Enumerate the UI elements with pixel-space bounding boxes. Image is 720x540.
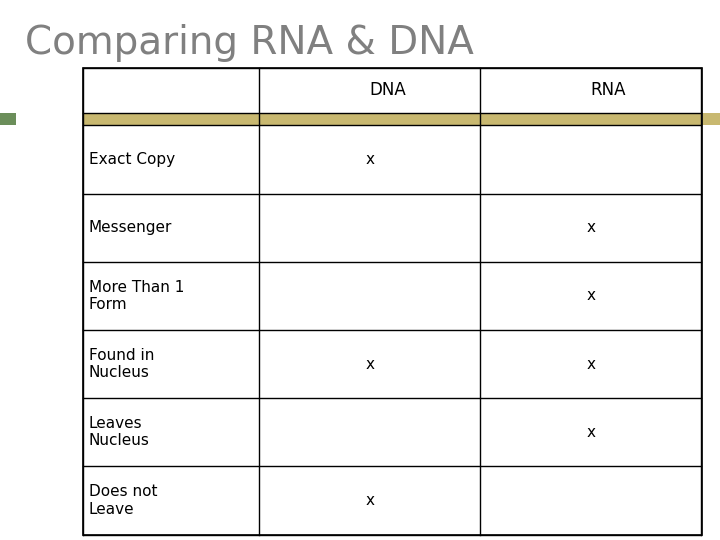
Bar [83,193,702,262]
Text: x: x [365,356,374,372]
Text: Leaves
Nucleus: Leaves Nucleus [89,416,150,448]
Text: Messenger: Messenger [89,220,172,235]
Text: Does not
Leave: Does not Leave [89,484,157,517]
Bar [83,113,702,125]
Bar [83,68,702,113]
Text: x: x [586,425,595,440]
Text: More Than 1
Form: More Than 1 Form [89,280,184,312]
Text: RNA: RNA [591,82,626,99]
Text: DNA: DNA [370,82,407,99]
Bar [701,113,720,125]
Text: x: x [365,152,374,167]
Bar [83,330,702,398]
Bar [83,398,702,467]
Text: Exact Copy: Exact Copy [89,152,175,167]
Bar [83,467,702,535]
Text: x: x [365,493,374,508]
Text: x: x [586,220,595,235]
Bar [83,125,702,193]
Text: Comparing RNA & DNA: Comparing RNA & DNA [25,24,474,62]
Text: x: x [586,356,595,372]
Bar [0,113,16,125]
Bar [83,262,702,330]
Bar [83,68,702,535]
Text: Found in
Nucleus: Found in Nucleus [89,348,154,380]
Text: x: x [586,288,595,303]
